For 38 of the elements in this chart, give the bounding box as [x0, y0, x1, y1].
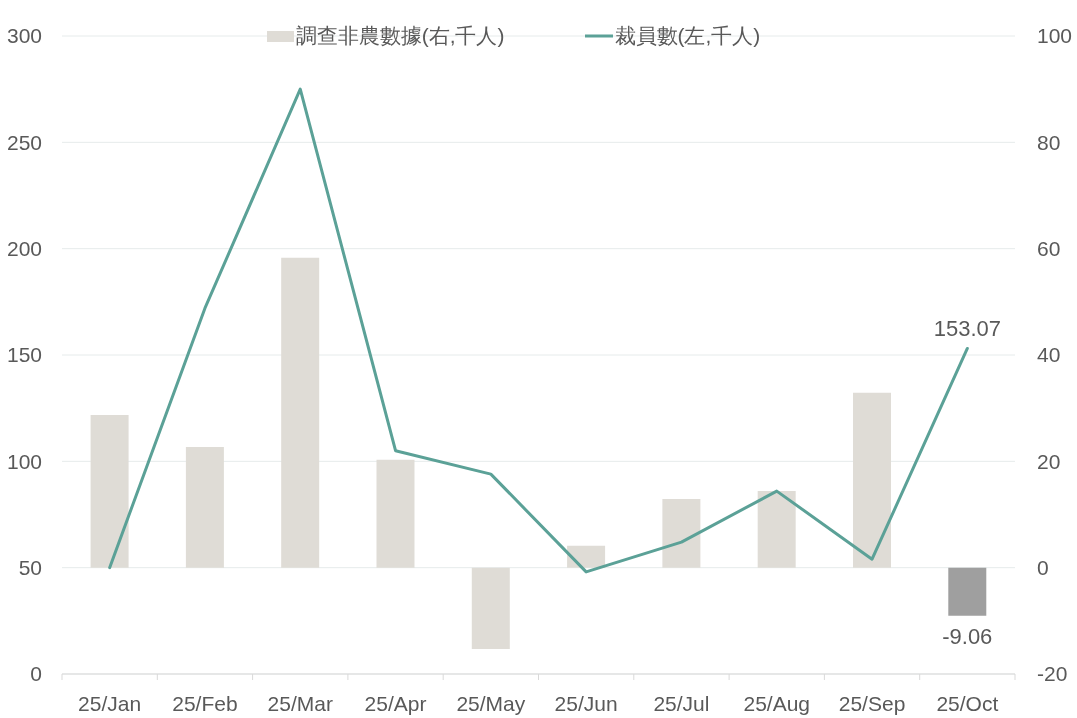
y-tick-label: 150: [6, 343, 42, 367]
x-tick-label: 25/Oct: [936, 692, 999, 715]
x-tick-label: 25/Feb: [172, 692, 238, 715]
x-tick-label: 25/May: [456, 692, 526, 715]
y-tick-label: 300: [6, 24, 42, 48]
y2-tick-label: 60: [1037, 237, 1061, 261]
bar: [90, 415, 129, 568]
bar: [281, 257, 320, 568]
y2-tick-label: 80: [1037, 130, 1061, 154]
bar: [185, 446, 224, 568]
x-tick-label: 25/Apr: [364, 692, 427, 715]
y2-tick-label: 20: [1037, 449, 1061, 473]
y2-tick-label: 100: [1037, 24, 1073, 48]
y-tick-label: 50: [18, 556, 42, 580]
x-tick-label: 25/Mar: [267, 692, 333, 715]
bar: [948, 567, 987, 616]
bar: [852, 392, 891, 568]
bar: [567, 545, 606, 568]
y2-tick-label: -20: [1037, 662, 1068, 686]
x-tick-label: 25/Jun: [554, 692, 618, 715]
bar: [757, 491, 796, 568]
x-tick-label: 25/Jul: [653, 692, 710, 715]
data-label: 153.07: [933, 316, 1001, 342]
y-tick-label: 0: [30, 662, 42, 686]
x-tick-label: 25/Jan: [78, 692, 142, 715]
y-tick-label: 250: [6, 130, 42, 154]
x-tick-label: 25/Aug: [743, 692, 811, 715]
y2-tick-label: 0: [1037, 556, 1049, 580]
data-label: -9.06: [942, 623, 993, 649]
y-tick-label: 100: [6, 449, 42, 473]
bar: [376, 459, 415, 568]
y-tick-label: 200: [6, 237, 42, 261]
legend-label: 裁員數(左,千人): [614, 23, 761, 49]
bar: [662, 499, 701, 568]
y2-tick-label: 40: [1037, 343, 1061, 367]
bar: [471, 567, 510, 650]
legend-label: 調查非農數據(右,千人): [295, 23, 505, 49]
x-tick-label: 25/Sep: [838, 692, 906, 715]
